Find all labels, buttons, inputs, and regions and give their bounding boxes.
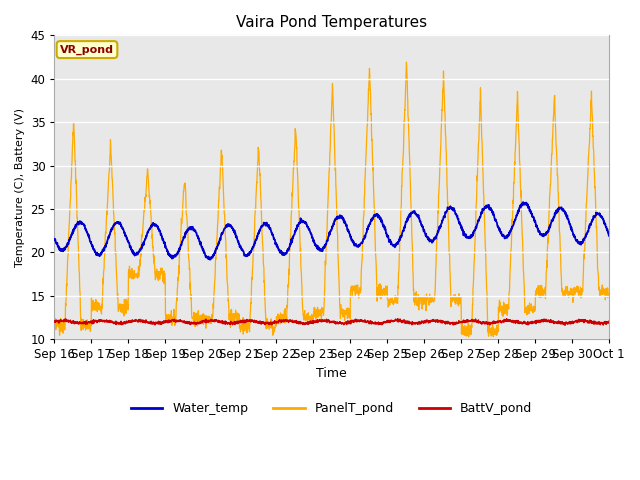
Legend: Water_temp, PanelT_pond, BattV_pond: Water_temp, PanelT_pond, BattV_pond xyxy=(126,397,538,420)
Text: VR_pond: VR_pond xyxy=(60,45,114,55)
Y-axis label: Temperature (C), Battery (V): Temperature (C), Battery (V) xyxy=(15,108,25,267)
X-axis label: Time: Time xyxy=(316,367,347,380)
Title: Vaira Pond Temperatures: Vaira Pond Temperatures xyxy=(236,15,428,30)
